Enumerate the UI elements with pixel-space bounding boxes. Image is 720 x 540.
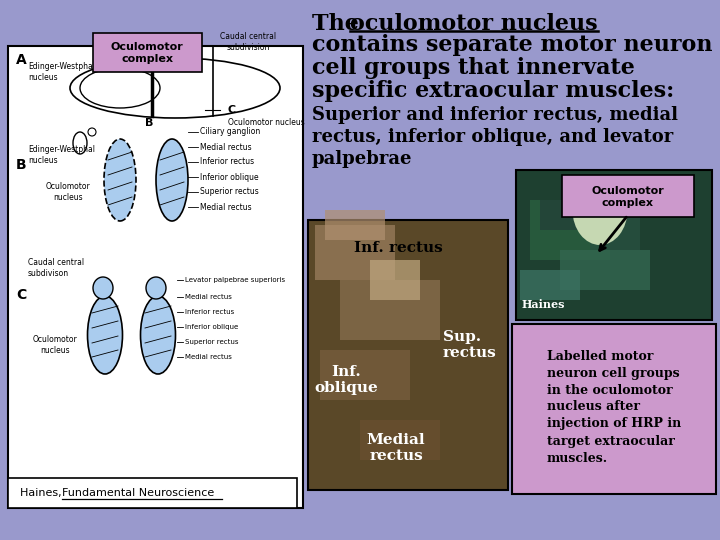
Ellipse shape	[104, 139, 136, 221]
Text: rectus, inferior oblique, and levator: rectus, inferior oblique, and levator	[312, 128, 673, 146]
Text: Edinger-Westphal
nucleus: Edinger-Westphal nucleus	[28, 62, 95, 82]
Text: A: A	[16, 53, 27, 67]
Text: Caudal central
subdivision: Caudal central subdivision	[220, 32, 276, 52]
Text: Levator palpebrae superioris: Levator palpebrae superioris	[185, 277, 285, 283]
Ellipse shape	[146, 277, 166, 299]
Text: The: The	[312, 13, 366, 35]
Ellipse shape	[140, 296, 176, 374]
Ellipse shape	[88, 296, 122, 374]
Text: Medial rectus: Medial rectus	[185, 294, 232, 300]
Text: Superior rectus: Superior rectus	[200, 187, 258, 197]
FancyBboxPatch shape	[8, 478, 297, 508]
Text: Inf. rectus: Inf. rectus	[354, 241, 442, 255]
Text: Inferior oblique: Inferior oblique	[185, 324, 238, 330]
Text: C: C	[228, 105, 236, 115]
Text: Haines,: Haines,	[20, 488, 65, 498]
Text: contains separate motor neuron: contains separate motor neuron	[312, 34, 713, 56]
Text: Inferior oblique: Inferior oblique	[200, 172, 258, 181]
Text: Caudal central
subdivison: Caudal central subdivison	[28, 258, 84, 278]
Text: specific extraocular muscles:: specific extraocular muscles:	[312, 80, 674, 102]
Text: Medial rectus: Medial rectus	[200, 143, 251, 152]
Text: Medial
rectus: Medial rectus	[366, 433, 426, 463]
Text: B: B	[16, 158, 27, 172]
Ellipse shape	[156, 139, 188, 221]
Bar	[520, 270, 580, 300]
Text: Inferior rectus: Inferior rectus	[185, 309, 234, 315]
Bar	[360, 420, 440, 460]
Bar	[370, 260, 420, 300]
Text: oculomotor nucleus: oculomotor nucleus	[350, 13, 598, 35]
Text: Oculomotor
complex: Oculomotor complex	[592, 186, 665, 208]
FancyBboxPatch shape	[512, 324, 716, 494]
Bar	[540, 200, 610, 230]
Text: Edinger-Westphal
nucleus: Edinger-Westphal nucleus	[28, 145, 95, 165]
Text: Ciliary ganglion: Ciliary ganglion	[200, 127, 260, 137]
Text: Oculomotor nucleus: Oculomotor nucleus	[228, 118, 305, 127]
Text: B: B	[145, 118, 153, 128]
Text: Oculomotor
nucleus: Oculomotor nucleus	[45, 183, 91, 202]
Text: Haines: Haines	[522, 299, 565, 310]
Bar	[340, 280, 440, 340]
Text: Superior and inferior rectus, medial: Superior and inferior rectus, medial	[312, 106, 678, 124]
Text: Inf.
oblique: Inf. oblique	[314, 365, 378, 395]
Text: Labelled motor
neuron cell groups
in the oculomotor
nucleus after
injection of H: Labelled motor neuron cell groups in the…	[547, 349, 681, 464]
Text: Inferior rectus: Inferior rectus	[200, 158, 254, 166]
Text: C: C	[16, 288, 26, 302]
FancyBboxPatch shape	[308, 220, 508, 490]
Bar	[560, 250, 650, 290]
FancyBboxPatch shape	[8, 46, 303, 508]
Text: Fundamental Neuroscience: Fundamental Neuroscience	[62, 488, 215, 498]
Bar	[590, 210, 640, 250]
Bar	[320, 350, 410, 400]
Ellipse shape	[93, 277, 113, 299]
Bar	[560, 175, 640, 200]
Text: Oculomotor
complex: Oculomotor complex	[111, 42, 184, 64]
Text: cell groups that innervate: cell groups that innervate	[312, 57, 635, 79]
Text: Oculomotor
nucleus: Oculomotor nucleus	[32, 335, 77, 355]
Text: Sup.
rectus: Sup. rectus	[443, 330, 497, 360]
FancyBboxPatch shape	[516, 170, 712, 320]
FancyBboxPatch shape	[93, 33, 202, 72]
Text: palpebrae: palpebrae	[312, 150, 413, 168]
Bar	[530, 200, 610, 260]
Ellipse shape	[572, 175, 628, 245]
Bar	[325, 210, 385, 240]
Text: Medial rectus: Medial rectus	[185, 354, 232, 360]
FancyBboxPatch shape	[562, 175, 694, 217]
Bar	[315, 225, 395, 280]
Text: Medial rectus: Medial rectus	[200, 202, 251, 212]
Text: Superior rectus: Superior rectus	[185, 339, 238, 345]
